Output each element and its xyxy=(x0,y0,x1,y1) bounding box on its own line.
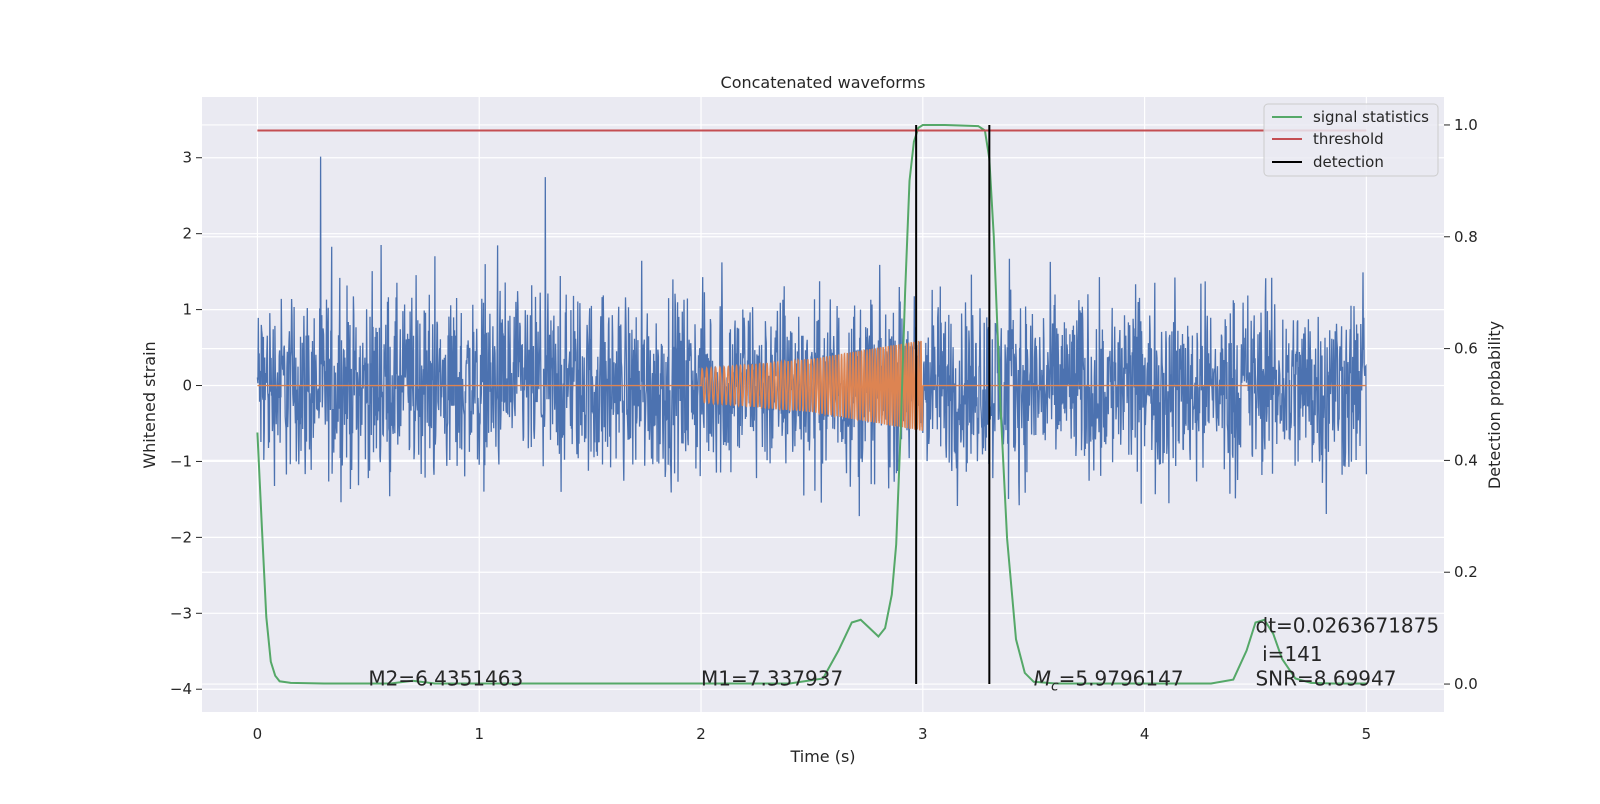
chirp-template-line xyxy=(257,340,1367,431)
signal-statistics-line xyxy=(256,124,1367,685)
annotation-text: M1=7.337937 xyxy=(701,666,843,690)
y-right-tick-label: 1.0 xyxy=(1454,116,1478,134)
y-right-tick-label: 0.4 xyxy=(1454,451,1478,469)
y-right-tick-label: 0.2 xyxy=(1454,563,1478,581)
tick-labels: 0 1 2 3 4 5 −4 −3 −2 −1 0 1 2 3 0.0 0.2 0.4 0.6 0.8 1.0 xyxy=(170,116,1478,743)
annotation-text: SNR=8.69947 xyxy=(1255,666,1396,690)
x-tick-label: 2 xyxy=(696,725,706,743)
y-axis-label-right: Detection probability xyxy=(1485,321,1504,489)
x-tick-label: 1 xyxy=(474,725,484,743)
strain-noise-line xyxy=(256,156,1368,517)
annotation-text: Mc=5.9796147 xyxy=(1034,666,1184,694)
y-right-tick-label: 0.8 xyxy=(1454,228,1478,246)
chart-title: Concatenated waveforms xyxy=(721,73,926,92)
y-left-tick-label: −3 xyxy=(170,604,192,622)
y-axis-label-left: Whitened strain xyxy=(140,341,159,468)
annotation-text: dt=0.0263671875 xyxy=(1255,613,1439,637)
annotations: M2=6.4351463 M1=7.337937 Mc=5.9796147 dt=0.… xyxy=(368,613,1439,694)
x-tick-label: 3 xyxy=(918,725,928,743)
y-left-tick-label: 3 xyxy=(182,149,192,167)
y-left-tick-label: −4 xyxy=(170,680,192,698)
y-left-tick-label: 1 xyxy=(182,301,192,319)
x-tick-label: 4 xyxy=(1140,725,1150,743)
y-left-tick-label: −1 xyxy=(170,452,192,470)
legend-label-signal-statistics: signal statistics xyxy=(1313,108,1429,126)
y-right-tick-label: 0.6 xyxy=(1454,340,1478,358)
annotation-text: i=141 xyxy=(1262,642,1323,666)
x-axis-label: Time (s) xyxy=(789,747,855,766)
legend: signal statistics threshold detection xyxy=(1263,103,1439,177)
legend-label-detection: detection xyxy=(1313,153,1384,171)
annotation-text: M2=6.4351463 xyxy=(368,666,523,690)
x-tick-label: 0 xyxy=(253,725,263,743)
y-left-tick-label: 0 xyxy=(182,377,192,395)
x-tick-label: 5 xyxy=(1362,725,1372,743)
y-left-tick-label: 2 xyxy=(182,225,192,243)
y-left-tick-label: −2 xyxy=(170,528,192,546)
legend-box xyxy=(1263,103,1439,177)
data-layer xyxy=(256,124,1368,685)
y-right-tick-label: 0.0 xyxy=(1454,675,1478,693)
legend-label-threshold: threshold xyxy=(1313,130,1384,148)
